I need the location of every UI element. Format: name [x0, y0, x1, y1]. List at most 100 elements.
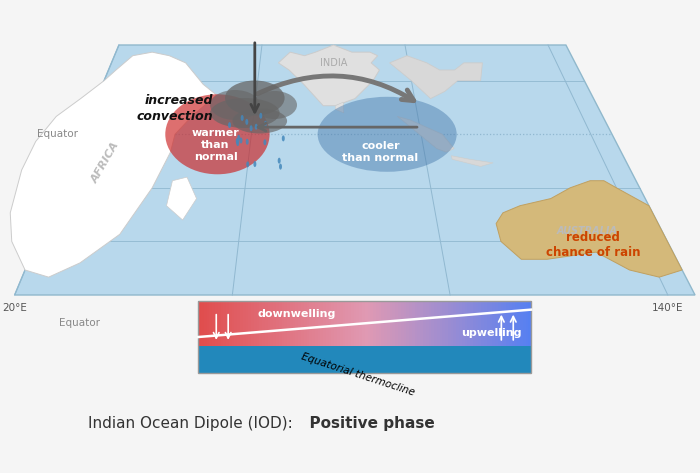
Polygon shape [496, 181, 682, 277]
Bar [434, 301, 438, 346]
Bar [212, 301, 216, 346]
Bar [209, 301, 213, 346]
Bar [526, 301, 529, 346]
Bar [384, 301, 387, 346]
Bar [270, 301, 274, 346]
Bar [254, 301, 257, 346]
Bar [284, 301, 288, 346]
Bar [198, 301, 531, 373]
FancyArrowPatch shape [258, 76, 414, 101]
Text: Indian Ocean Dipole (IOD):: Indian Ocean Dipole (IOD): [88, 415, 293, 430]
Bar [218, 301, 221, 346]
Text: 140°E: 140°E [652, 303, 684, 313]
Bar [412, 301, 415, 346]
Text: downwelling: downwelling [258, 309, 337, 319]
Bar [456, 301, 459, 346]
Bar [373, 301, 377, 346]
Bar [279, 301, 282, 346]
Bar [287, 301, 290, 346]
Bar [295, 301, 299, 346]
Bar [281, 301, 285, 346]
Bar [226, 301, 230, 346]
Ellipse shape [318, 97, 456, 172]
Text: AUSTRALIA: AUSTRALIA [557, 226, 618, 236]
Bar [486, 301, 490, 346]
Bar [448, 301, 452, 346]
Bar [340, 301, 343, 346]
Bar [509, 301, 512, 346]
Ellipse shape [253, 161, 256, 167]
Bar [362, 301, 365, 346]
Bar [445, 301, 449, 346]
Bar [240, 301, 243, 346]
Bar [304, 301, 307, 346]
Polygon shape [335, 102, 344, 113]
Bar [198, 346, 531, 373]
Bar [354, 301, 357, 346]
Bar [401, 301, 404, 346]
Bar [337, 301, 340, 346]
Bar [376, 301, 379, 346]
Bar [260, 301, 262, 346]
Bar [298, 301, 302, 346]
Polygon shape [390, 56, 482, 98]
Bar [351, 301, 354, 346]
Polygon shape [279, 45, 379, 105]
Text: 60°E: 60°E [220, 303, 245, 313]
Bar [198, 301, 202, 346]
Bar [329, 301, 332, 346]
Bar [470, 301, 473, 346]
Bar [273, 301, 276, 346]
Bar [517, 301, 521, 346]
Bar [220, 301, 224, 346]
Bar [476, 301, 479, 346]
Bar [365, 301, 368, 346]
Bar [520, 301, 524, 346]
Bar [267, 301, 271, 346]
Bar [307, 301, 310, 346]
Text: cooler
than normal: cooler than normal [342, 141, 419, 163]
Bar [379, 301, 382, 346]
Bar [484, 301, 487, 346]
Bar [468, 301, 470, 346]
Bar [342, 301, 346, 346]
Bar [437, 301, 440, 346]
Bar [309, 301, 313, 346]
Text: upwelling: upwelling [461, 328, 522, 338]
Bar [426, 301, 429, 346]
Bar [495, 301, 498, 346]
Text: Positive phase: Positive phase [299, 415, 435, 430]
Bar [492, 301, 496, 346]
Ellipse shape [246, 161, 249, 167]
Bar [290, 301, 293, 346]
Ellipse shape [232, 108, 287, 133]
Polygon shape [398, 116, 454, 152]
Bar [407, 301, 410, 346]
Text: Equator: Equator [36, 129, 78, 139]
Bar [440, 301, 443, 346]
Ellipse shape [255, 124, 258, 130]
Text: 100°E: 100°E [435, 303, 466, 313]
Ellipse shape [279, 164, 282, 170]
Ellipse shape [282, 135, 285, 141]
Bar [489, 301, 493, 346]
Bar [423, 301, 426, 346]
Bar [234, 301, 238, 346]
Bar [321, 301, 323, 346]
Bar [462, 301, 465, 346]
Text: reduced
chance of rain: reduced chance of rain [546, 231, 640, 259]
Bar [237, 301, 241, 346]
Bar [204, 301, 207, 346]
Bar [528, 301, 531, 346]
Text: Equatorial thermocline: Equatorial thermocline [300, 351, 416, 398]
Bar [201, 301, 204, 346]
Bar [409, 301, 412, 346]
Bar [301, 301, 304, 346]
Text: Equator: Equator [60, 318, 100, 328]
Bar [345, 301, 349, 346]
Bar [251, 301, 254, 346]
Bar [479, 301, 482, 346]
Bar [387, 301, 390, 346]
Bar [500, 301, 504, 346]
Bar [523, 301, 526, 346]
